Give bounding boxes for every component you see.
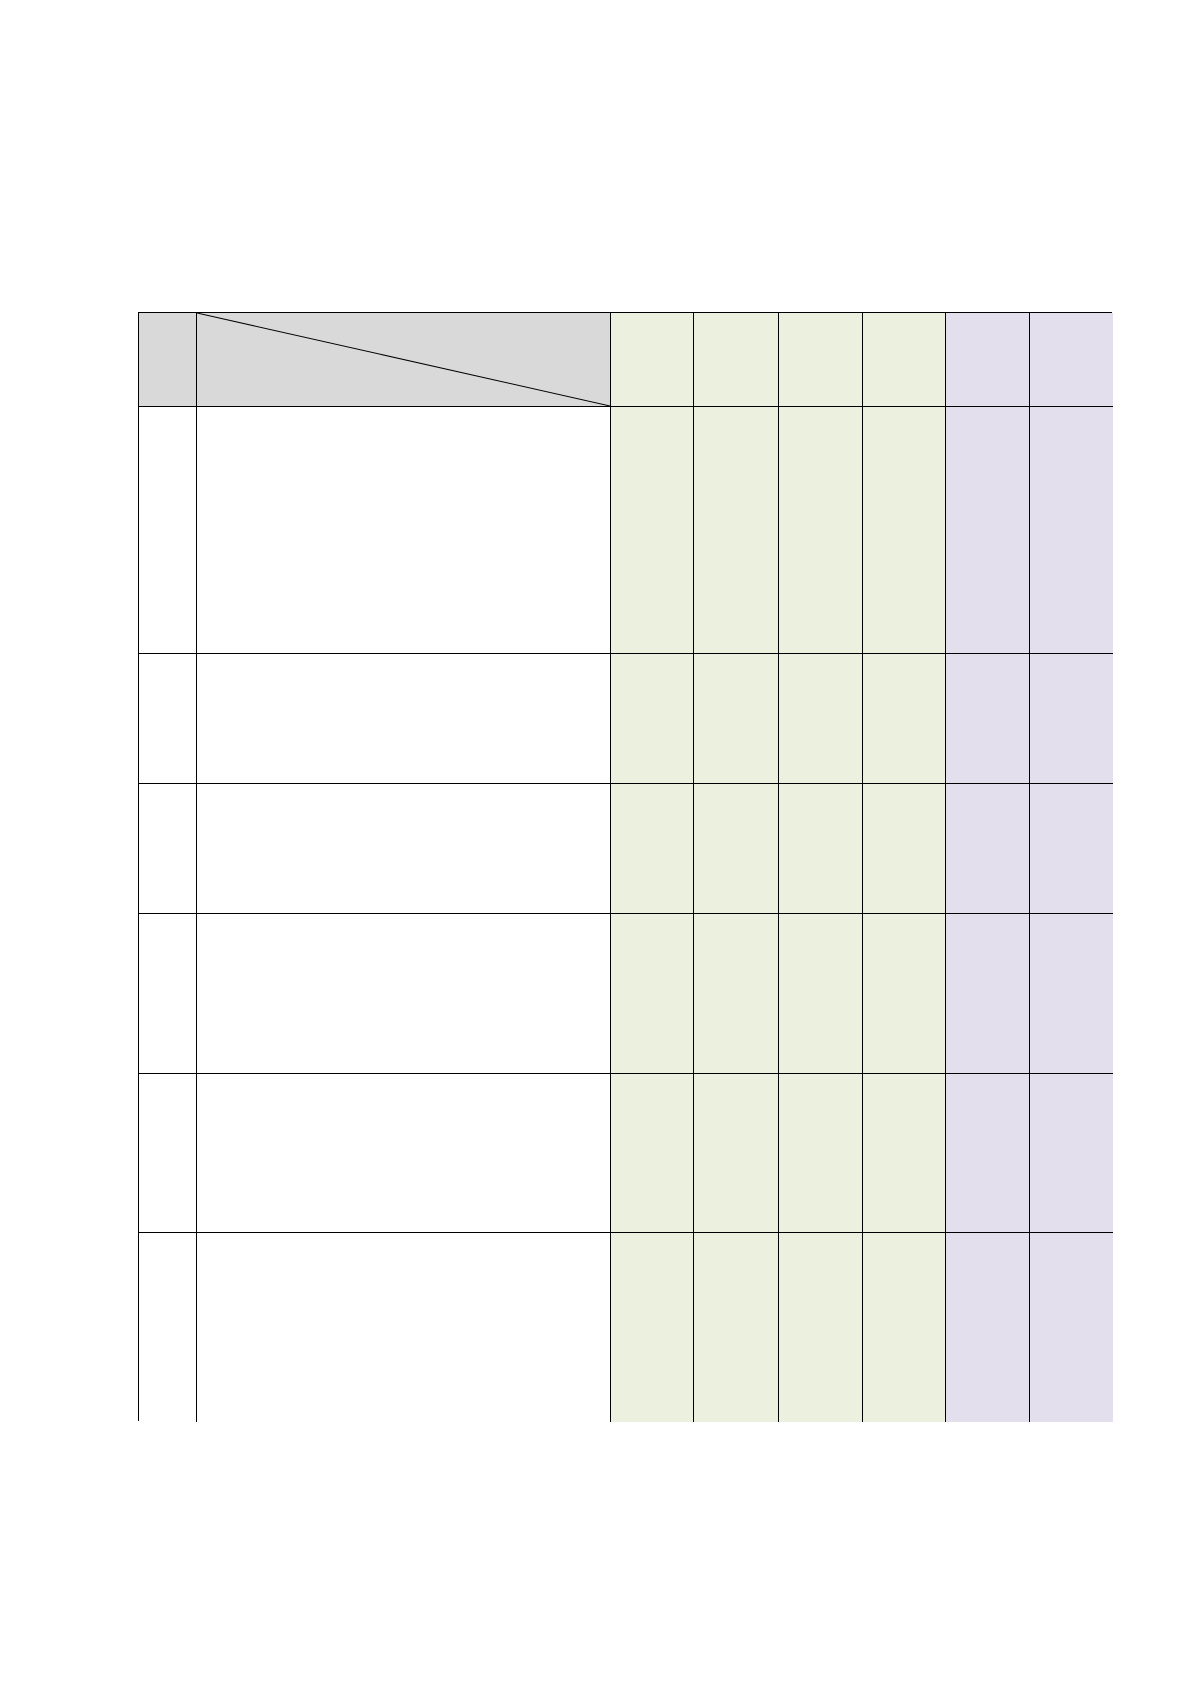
table-cell-r2-index-0 [139,654,197,784]
table-cell-r3-description-1 [197,784,611,914]
blank-table [138,312,1113,1422]
table-cell-r6-green-2 [611,1233,694,1422]
table-cell-r6-purple-7 [1030,1233,1113,1422]
header-cell-green-5 [863,313,946,407]
table-cell-r5-description-1 [197,1074,611,1233]
table-cell-r6-green-4 [779,1233,863,1422]
header-diagonal-divider [197,313,610,406]
table-cell-r2-green-3 [694,654,779,784]
header-cell-index-0 [139,313,197,407]
table-cell-r4-green-2 [611,914,694,1074]
table-cell-r4-purple-7 [1030,914,1113,1074]
table-cell-r4-green-3 [694,914,779,1074]
table-cell-r6-description-1 [197,1233,611,1422]
table-cell-r3-green-5 [863,784,946,914]
table-cell-r2-green-2 [611,654,694,784]
table-cell-r3-green-3 [694,784,779,914]
table-cell-r3-green-2 [611,784,694,914]
table-cell-r1-green-5 [863,407,946,654]
table-cell-r2-purple-6 [946,654,1030,784]
table-cell-r5-green-5 [863,1074,946,1233]
table-cell-r4-green-5 [863,914,946,1074]
table-cell-r2-description-1 [197,654,611,784]
table-cell-r5-purple-7 [1030,1074,1113,1233]
header-cell-green-4 [779,313,863,407]
table-cell-r3-green-4 [779,784,863,914]
table-cell-r6-index-0 [139,1233,197,1422]
table-cell-r1-green-3 [694,407,779,654]
table-cell-r2-purple-7 [1030,654,1113,784]
header-cell-green-3 [694,313,779,407]
table-cell-r1-green-4 [779,407,863,654]
table-cell-r4-green-4 [779,914,863,1074]
table-cell-r5-green-2 [611,1074,694,1233]
table-cell-r3-index-0 [139,784,197,914]
table-cell-r6-purple-6 [946,1233,1030,1422]
table-cell-r1-green-2 [611,407,694,654]
header-cell-purple-7 [1030,313,1113,407]
table-cell-r2-green-4 [779,654,863,784]
table-cell-r5-purple-6 [946,1074,1030,1233]
table-cell-r1-index-0 [139,407,197,654]
table-cell-r1-purple-6 [946,407,1030,654]
table-cell-r5-index-0 [139,1074,197,1233]
table-cell-r4-index-0 [139,914,197,1074]
table-cell-r1-purple-7 [1030,407,1113,654]
table-cell-r2-green-5 [863,654,946,784]
table-cell-r4-purple-6 [946,914,1030,1074]
table-cell-r5-green-4 [779,1074,863,1233]
table-cell-r3-purple-6 [946,784,1030,914]
table-cell-r3-purple-7 [1030,784,1113,914]
table-cell-r4-description-1 [197,914,611,1074]
table-cell-r6-green-5 [863,1233,946,1422]
table-cell-r1-description-1 [197,407,611,654]
header-cell-purple-6 [946,313,1030,407]
header-cell-description-1 [197,313,611,407]
header-cell-green-2 [611,313,694,407]
table-cell-r6-green-3 [694,1233,779,1422]
table-cell-r5-green-3 [694,1074,779,1233]
